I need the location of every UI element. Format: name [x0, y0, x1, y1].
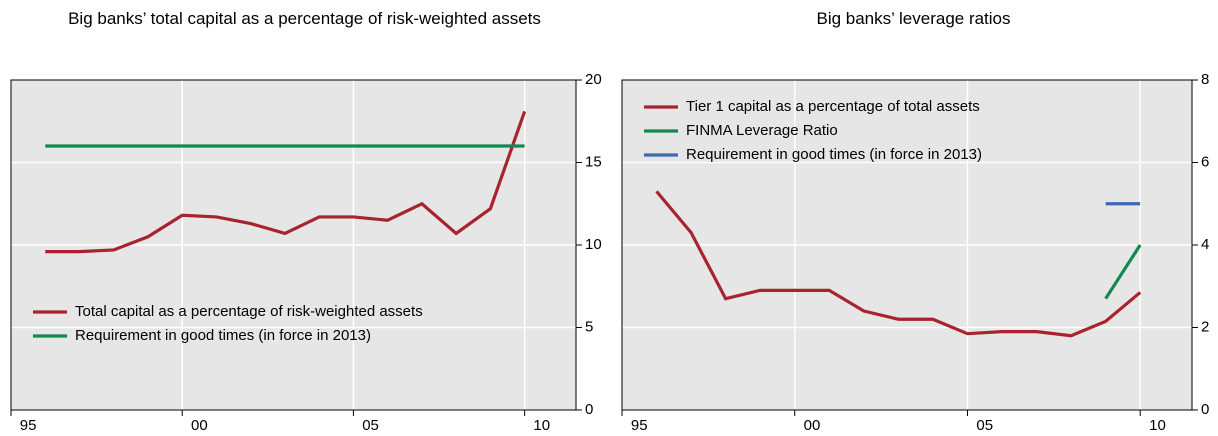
chart-title: Big banks’ leverage ratios — [816, 9, 1011, 28]
plot-frame — [621, 79, 1193, 411]
legend-label: Tier 1 capital as a percentage of total … — [686, 98, 980, 115]
chart-title: Big banks’ total capital as a percentage… — [68, 9, 541, 28]
data-line — [655, 190, 1142, 338]
legend-label: FINMA Leverage Ratio — [686, 122, 838, 139]
y-tick-label: 5 — [585, 318, 593, 335]
y-tick-label: 0 — [585, 401, 593, 418]
y-tick-label: 2 — [1201, 318, 1209, 335]
y-tick-label: 0 — [1201, 401, 1209, 418]
legend-label: Total capital as a percentage of risk-we… — [75, 303, 423, 320]
y-tick-label: 8 — [1201, 71, 1209, 88]
chart: 0 2 4 6 8 95 00 05 10 Tier 1 capital as a percent… — [621, 71, 1209, 434]
y-tick-label: 4 — [1201, 236, 1209, 253]
plot-frame — [10, 79, 577, 411]
panel: 0 5 10 15 20 95 00 05 10 Total capital as a perce… — [10, 9, 602, 434]
data-line — [1104, 244, 1142, 300]
x-tick-label: 05 — [362, 417, 379, 434]
y-tick-label: 20 — [585, 71, 602, 88]
y-tick-label: 10 — [585, 236, 602, 253]
legend-label: Requirement in good times (in force in 2… — [75, 327, 371, 344]
y-tick-label: 15 — [585, 153, 602, 170]
data-line — [45, 110, 527, 254]
x-tick-label: 95 — [20, 417, 37, 434]
x-tick-label: 00 — [191, 417, 208, 434]
x-tick-label: 95 — [631, 417, 648, 434]
legend-label: Requirement in good times (in force in 2… — [686, 146, 982, 163]
y-tick-label: 6 — [1201, 153, 1209, 170]
x-tick-label: 00 — [804, 417, 821, 434]
x-tick-label: 05 — [976, 417, 993, 434]
x-tick-label: 10 — [1149, 417, 1166, 434]
panel: 0 2 4 6 8 95 00 05 10 Tier 1 capital as a percent… — [609, 0, 1218, 436]
x-tick-label: 10 — [533, 417, 550, 434]
